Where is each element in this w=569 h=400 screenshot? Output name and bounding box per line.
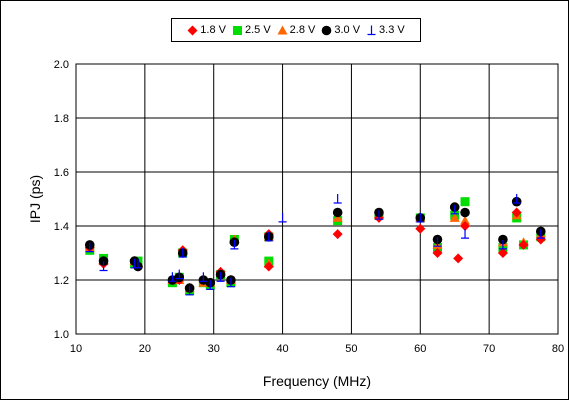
data-point — [98, 256, 109, 266]
data-point — [85, 242, 94, 253]
data-point — [535, 234, 546, 245]
legend-marker — [367, 25, 376, 35]
data-point — [518, 239, 529, 250]
series-4 — [85, 194, 545, 296]
data-point — [453, 253, 464, 264]
data-point — [263, 261, 274, 272]
x-tick-label: 50 — [345, 343, 357, 355]
data-point — [216, 272, 225, 282]
data-point — [460, 207, 470, 218]
data-point — [498, 234, 508, 245]
legend-entry: 1.8 V — [187, 24, 226, 36]
data-point — [536, 229, 545, 239]
legend-label: 1.8 V — [200, 24, 226, 36]
data-point — [498, 239, 507, 250]
x-tick-label: 10 — [70, 343, 82, 355]
x-tick-label: 40 — [276, 343, 288, 355]
data-point — [460, 221, 471, 231]
x-tick-label: 70 — [483, 343, 495, 355]
data-point — [332, 212, 343, 222]
data-point — [449, 212, 460, 222]
data-point — [99, 261, 108, 272]
data-points — [84, 194, 546, 296]
y-tick-label: 1.6 — [54, 167, 69, 179]
legend-marker-shape — [232, 25, 242, 35]
series-1 — [85, 197, 546, 296]
y-tick-label: 1.2 — [54, 275, 69, 287]
legend-marker-shape — [277, 25, 288, 34]
chart-legend: 1.8 V 2.5 V 2.8 V 3.0 V 3.3 V — [171, 18, 421, 42]
data-point — [175, 269, 184, 280]
grid-lines — [75, 63, 559, 335]
y-tick-label: 2.0 — [54, 59, 69, 71]
legend-label: 2.5 V — [244, 24, 271, 36]
legend-entry: 3.0 V — [321, 24, 360, 36]
data-point — [199, 272, 208, 282]
data-point — [206, 280, 215, 290]
data-point — [497, 248, 508, 258]
x-tick-label: 60 — [414, 343, 426, 355]
data-point — [230, 239, 239, 250]
data-point — [332, 229, 343, 240]
legend-marker — [322, 25, 332, 35]
data-point — [185, 285, 194, 296]
x-axis-label: Frequency (MHz) — [263, 373, 371, 389]
plot-area — [75, 63, 559, 335]
x-tick-label: 80 — [552, 343, 564, 355]
legend-marker — [187, 25, 198, 35]
legend-label: 2.8 V — [289, 24, 316, 36]
legend-entry: 3.3 V — [366, 24, 405, 36]
data-point — [226, 277, 235, 288]
data-point — [415, 223, 426, 234]
x-tick-label: 20 — [139, 343, 151, 355]
legend-marker-shape — [187, 25, 198, 35]
data-point — [278, 212, 287, 223]
data-point — [450, 204, 459, 215]
data-point — [178, 248, 187, 258]
data-point — [168, 272, 177, 282]
data-point — [511, 207, 522, 218]
data-point — [332, 207, 343, 218]
data-point — [461, 229, 470, 239]
data-point — [264, 231, 273, 242]
data-point — [460, 197, 470, 207]
y-axis-label: IPJ (ps) — [27, 175, 43, 223]
y-tick-label: 1.8 — [54, 113, 69, 125]
data-point — [433, 237, 442, 247]
legend-marker — [277, 25, 288, 34]
data-point — [374, 210, 383, 220]
data-point — [133, 258, 142, 269]
data-point — [416, 212, 425, 223]
legend-marker-shape — [322, 25, 332, 35]
x-axis-ticks: 10 20 30 40 50 60 70 80 — [70, 343, 564, 355]
y-tick-label: 1.0 — [54, 329, 69, 341]
legend-label: 3.3 V — [379, 24, 405, 36]
legend-marker-shape — [367, 25, 376, 35]
series-3 — [84, 196, 546, 293]
legend-marker — [232, 25, 242, 35]
legend-label: 3.0 V — [334, 24, 361, 36]
data-point — [512, 194, 521, 204]
x-tick-label: 30 — [208, 343, 220, 355]
legend-entry: 2.5 V — [232, 24, 271, 36]
data-point — [432, 248, 443, 258]
y-tick-label: 1.4 — [54, 221, 69, 233]
y-axis-ticks: 1.0 1.2 1.4 1.6 1.8 2.0 — [54, 59, 69, 341]
data-point — [460, 215, 471, 225]
data-point — [333, 194, 342, 204]
legend-entry: 2.8 V — [277, 24, 316, 36]
